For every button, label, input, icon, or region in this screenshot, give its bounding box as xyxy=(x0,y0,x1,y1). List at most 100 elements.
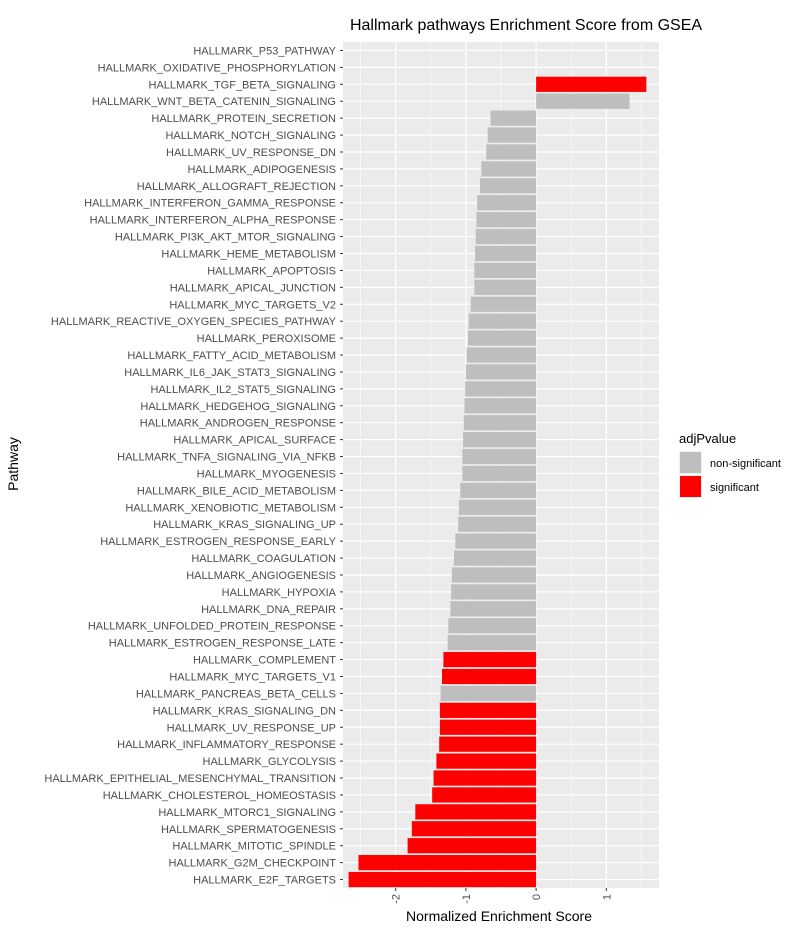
pathway-label: HALLMARK_APOPTOSIS xyxy=(207,265,336,277)
x-axis-title: Normalized Enrichment Score xyxy=(406,908,592,924)
pathway-label: HALLMARK_MTORC1_SIGNALING xyxy=(158,807,336,819)
bar xyxy=(462,465,537,482)
bar xyxy=(475,245,537,262)
pathway-label: HALLMARK_PI3K_AKT_MTOR_SIGNALING xyxy=(115,232,336,244)
pathway-label: HALLMARK_G2M_CHECKPOINT xyxy=(169,858,337,870)
bar xyxy=(467,330,537,346)
pathway-label: HALLMARK_SPERMATOGENESIS xyxy=(161,824,336,836)
bar xyxy=(481,161,537,177)
x-tick-label: 0 xyxy=(531,894,543,900)
bar xyxy=(477,195,537,211)
pathway-label: HALLMARK_ALLOGRAFT_REJECTION xyxy=(137,181,336,193)
bar xyxy=(476,212,537,228)
bar xyxy=(458,516,537,532)
bar xyxy=(463,432,537,448)
bar xyxy=(474,262,537,279)
bar xyxy=(451,567,537,583)
bar xyxy=(407,838,537,854)
x-tick-label: -2 xyxy=(391,894,403,904)
legend-label: non-significant xyxy=(710,458,781,470)
pathway-label: HALLMARK_BILE_ACID_METABOLISM xyxy=(137,485,336,497)
bar xyxy=(447,635,537,651)
bar xyxy=(440,685,537,702)
bar xyxy=(415,804,537,820)
chart-title: Hallmark pathways Enrichment Score from … xyxy=(350,17,702,34)
pathway-label: HALLMARK_APICAL_JUNCTION xyxy=(170,282,336,294)
pathway-label: HALLMARK_TGF_BETA_SIGNALING xyxy=(149,79,336,91)
pathway-label: HALLMARK_COAGULATION xyxy=(191,553,336,565)
pathway-label: HALLMARK_INTERFERON_ALPHA_RESPONSE xyxy=(90,215,336,227)
bar xyxy=(439,719,537,735)
bar xyxy=(348,871,537,888)
pathway-label: HALLMARK_PANCREAS_BETA_CELLS xyxy=(136,688,336,700)
x-tick-label: 1 xyxy=(601,894,613,900)
legend-title: adjPvalue xyxy=(679,431,736,446)
bar xyxy=(436,753,537,769)
bars xyxy=(348,76,647,888)
bar xyxy=(460,482,537,498)
pathway-label: HALLMARK_OXIDATIVE_PHOSPHORYLATION xyxy=(98,62,336,74)
bar xyxy=(453,550,537,566)
pathway-label: HALLMARK_UNFOLDED_PROTEIN_RESPONSE xyxy=(88,621,336,633)
bar xyxy=(358,855,537,871)
pathway-label: HALLMARK_INTERFERON_GAMMA_RESPONSE xyxy=(84,198,336,210)
bar xyxy=(433,770,537,786)
pathway-label: HALLMARK_UV_RESPONSE_DN xyxy=(166,147,336,159)
pathway-label: HALLMARK_FATTY_ACID_METABOLISM xyxy=(127,350,336,362)
pathway-label: HALLMARK_WNT_BETA_CATENIN_SIGNALING xyxy=(92,96,336,108)
pathway-label: HALLMARK_HYPOXIA xyxy=(222,587,337,599)
bar xyxy=(451,584,537,600)
bar xyxy=(479,178,537,194)
pathway-label: HALLMARK_APICAL_SURFACE xyxy=(173,435,336,447)
bar xyxy=(463,415,537,431)
bar xyxy=(470,296,537,312)
bar xyxy=(490,110,537,126)
legend-swatch xyxy=(680,476,701,497)
y-axis-title: Pathway xyxy=(5,437,21,491)
pathway-label: HALLMARK_DNA_REPAIR xyxy=(201,604,336,616)
bar xyxy=(432,787,537,803)
bar xyxy=(464,398,537,414)
pathway-label: HALLMARK_UV_RESPONSE_UP xyxy=(167,722,336,734)
bar xyxy=(468,313,537,329)
bar xyxy=(486,144,537,160)
pathway-label: HALLMARK_MITOTIC_SPINDLE xyxy=(172,841,336,853)
pathway-label: HALLMARK_IL6_JAK_STAT3_SIGNALING xyxy=(124,367,336,379)
bar xyxy=(462,448,537,465)
pathway-label: HALLMARK_ESTROGEN_RESPONSE_LATE xyxy=(109,638,336,650)
bar xyxy=(455,533,537,549)
bar xyxy=(474,279,537,295)
pathway-label: HALLMARK_PROTEIN_SECRETION xyxy=(151,113,336,125)
bar xyxy=(458,499,537,515)
pathway-label: HALLMARK_ANGIOGENESIS xyxy=(186,570,336,582)
bar xyxy=(448,618,537,634)
pathway-label: HALLMARK_EPITHELIAL_MESENCHYMAL_TRANSITI… xyxy=(44,773,336,785)
pathway-label: HALLMARK_IL2_STAT5_SIGNALING xyxy=(151,384,336,396)
bar xyxy=(487,127,537,143)
pathway-label: HALLMARK_MYC_TARGETS_V2 xyxy=(169,299,336,311)
x-axis-ticks: -2 -1 0 1 xyxy=(391,888,613,904)
pathway-label: HALLMARK_ANDROGEN_RESPONSE xyxy=(140,418,336,430)
pathway-label: HALLMARK_TNFA_SIGNALING_VIA_NFKB xyxy=(117,452,336,464)
bar xyxy=(411,821,537,837)
bar xyxy=(442,668,537,685)
pathway-label: HALLMARK_ESTROGEN_RESPONSE_EARLY xyxy=(100,536,336,548)
bar xyxy=(465,364,537,380)
legend-swatch xyxy=(680,452,701,473)
pathway-label: HALLMARK_CHOLESTEROL_HOMEOSTASIS xyxy=(103,790,336,802)
pathway-label: HALLMARK_P53_PATHWAY xyxy=(193,45,336,57)
y-axis-labels: HALLMARK_P53_PATHWAY HALLMARK_OXIDATIVE_P… xyxy=(44,45,343,887)
pathway-label: HALLMARK_INFLAMMATORY_RESPONSE xyxy=(117,739,336,751)
bar xyxy=(443,651,537,668)
bar xyxy=(439,736,537,752)
pathway-label: HALLMARK_HEDGEHOG_SIGNALING xyxy=(140,401,336,413)
pathway-label: HALLMARK_NOTCH_SIGNALING xyxy=(165,130,336,142)
pathway-label: HALLMARK_GLYCOLYSIS xyxy=(203,756,336,768)
pathway-label: HALLMARK_MYOGENESIS xyxy=(197,468,336,480)
pathway-label: HALLMARK_MYC_TARGETS_V1 xyxy=(169,672,336,684)
pathway-label: HALLMARK_KRAS_SIGNALING_DN xyxy=(153,705,336,717)
bar xyxy=(536,93,630,109)
bar xyxy=(466,347,537,363)
pathway-label: HALLMARK_KRAS_SIGNALING_UP xyxy=(153,519,336,531)
